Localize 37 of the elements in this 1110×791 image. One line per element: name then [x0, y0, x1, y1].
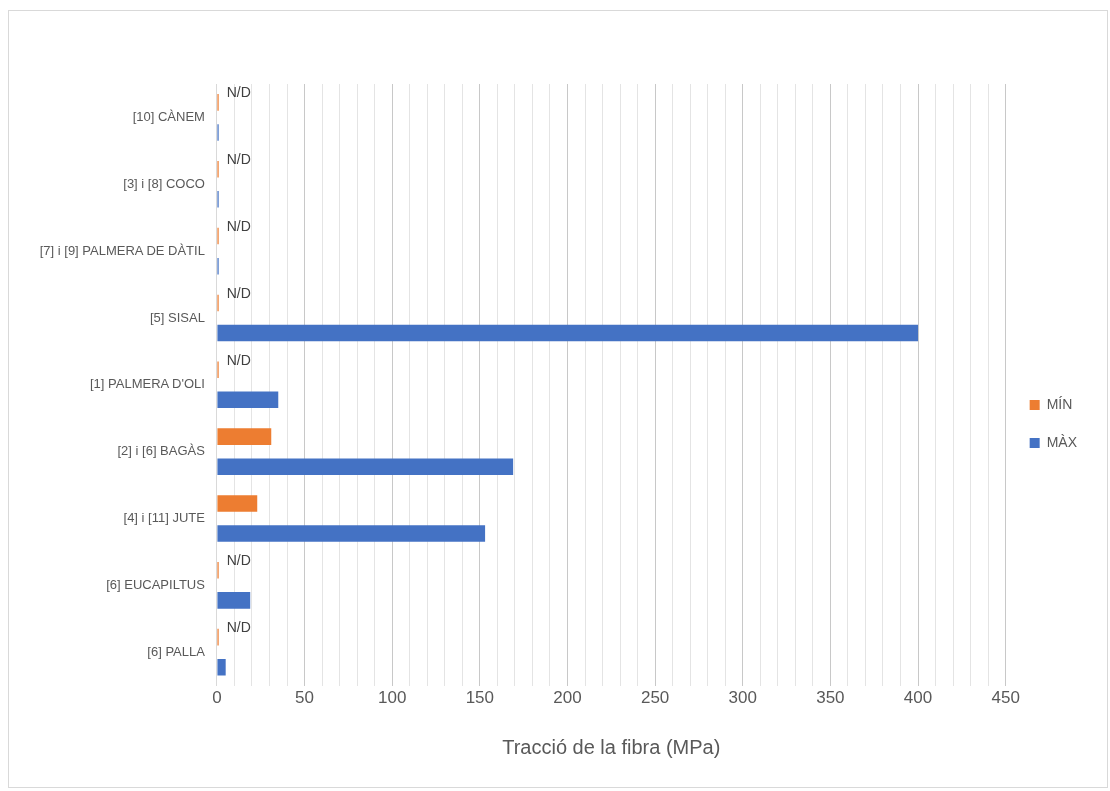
- x-axis-title: Tracció de la fibra (MPa): [502, 735, 721, 758]
- data-label: N/D: [226, 351, 251, 368]
- y-tick-label: [2] i [6] BAGÀS: [117, 443, 206, 459]
- data-label: N/D: [226, 84, 251, 101]
- x-tick-label: 50: [295, 688, 315, 708]
- bar: [217, 324, 919, 342]
- bar: [217, 428, 272, 445]
- x-tick-label: 350: [816, 688, 845, 708]
- bar: [217, 458, 514, 475]
- data-label: N/D: [226, 217, 251, 234]
- y-tick-label: [1] PALMERA D'OLI: [89, 376, 205, 392]
- legend-label: MÍN: [1046, 395, 1073, 412]
- x-tick-label: 0: [212, 688, 222, 708]
- bar: [217, 592, 251, 609]
- y-tick-label: [7] i [9] PALMERA DE DÀTIL: [39, 242, 205, 258]
- y-tick-label: [6] EUCAPILTUS: [106, 576, 206, 592]
- y-tick-label: [4] i [11] JUTE: [123, 510, 206, 526]
- legend-label: MÀX: [1046, 433, 1078, 450]
- bar: [217, 391, 279, 409]
- x-tick-label: 100: [378, 688, 407, 708]
- bar: [217, 658, 226, 676]
- x-tick-label: 200: [553, 688, 582, 708]
- x-tick-label: 300: [728, 688, 757, 708]
- x-tick-label: 450: [991, 688, 1020, 708]
- y-tick-label: [5] SISAL: [150, 309, 205, 325]
- x-tick-label: 250: [640, 688, 670, 708]
- y-tick-label: [3] i [8] COCO: [123, 175, 205, 191]
- y-tick-label: [10] CÀNEM: [132, 109, 205, 124]
- y-tick-label: [6] PALLA: [147, 643, 206, 659]
- x-tick-label: 400: [903, 688, 933, 708]
- bar: [217, 525, 486, 542]
- data-label: N/D: [226, 151, 251, 168]
- x-tick-label: 150: [465, 688, 495, 708]
- data-label: N/D: [226, 552, 251, 569]
- data-label: N/D: [226, 619, 251, 635]
- data-label: N/D: [226, 284, 251, 301]
- bar: [217, 495, 258, 512]
